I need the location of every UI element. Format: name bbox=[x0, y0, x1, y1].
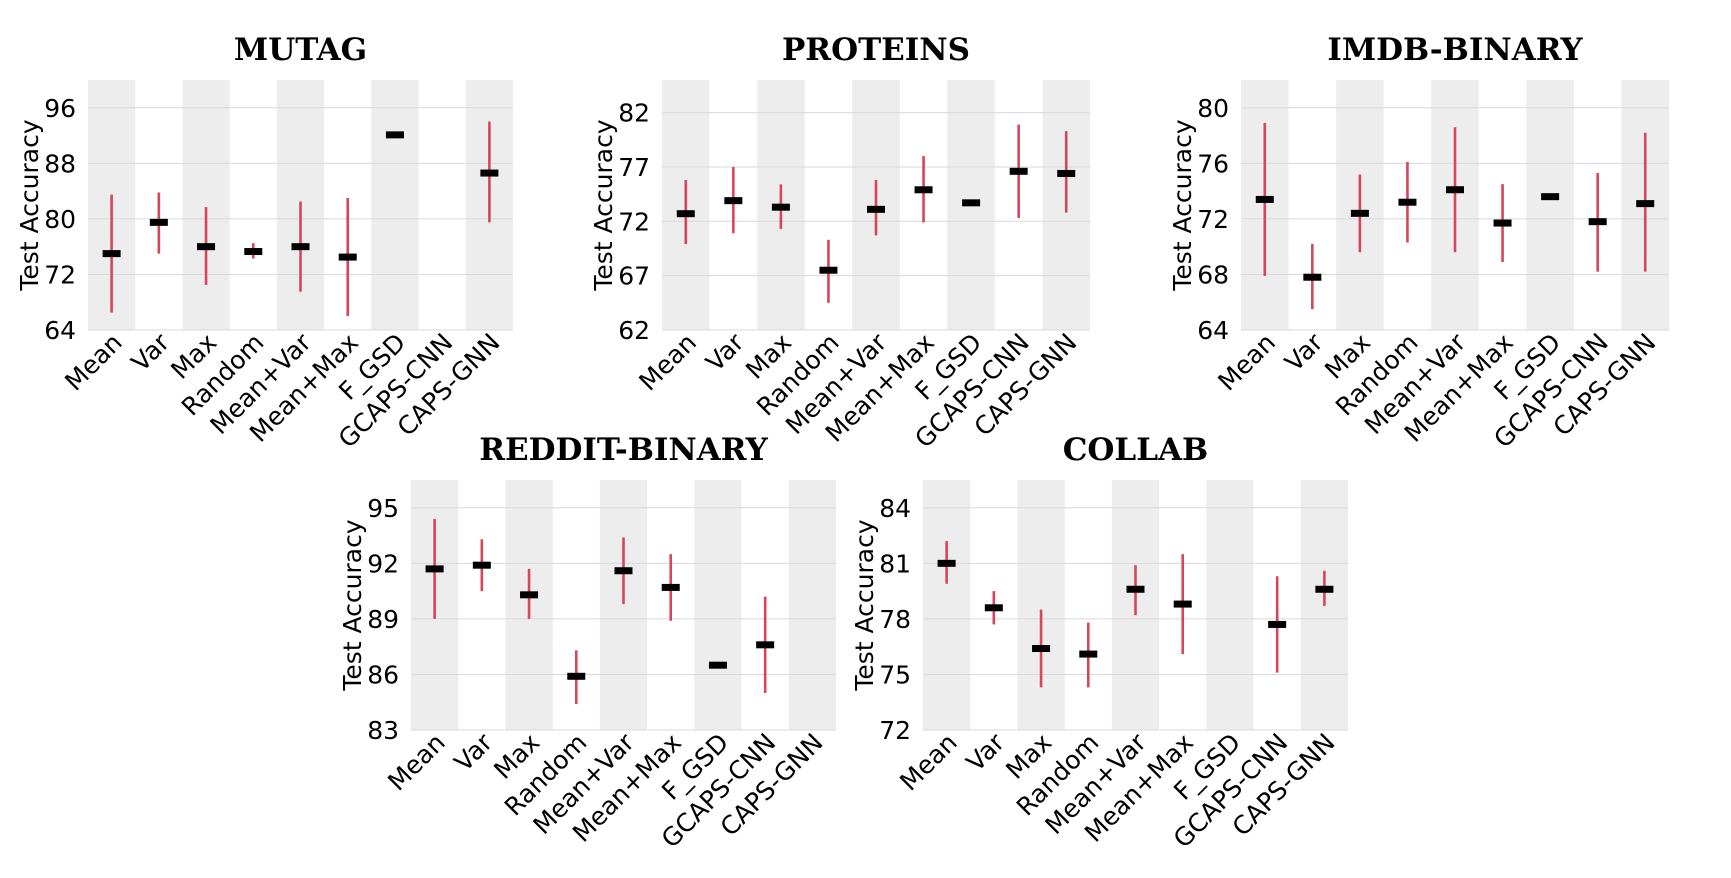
mean-marker-mean-max bbox=[338, 253, 357, 261]
chart-title: PROTEINS bbox=[782, 32, 970, 68]
chart-title: REDDIT-BINARY bbox=[479, 432, 768, 468]
y-tick-label: 64 bbox=[1197, 316, 1229, 345]
x-tick-label: Var bbox=[1279, 327, 1329, 377]
y-tick-label: 92 bbox=[367, 549, 399, 578]
chart-title: MUTAG bbox=[234, 32, 367, 68]
mean-marker-mean bbox=[102, 250, 121, 258]
y-tick-label: 72 bbox=[1197, 205, 1229, 234]
band bbox=[923, 480, 971, 730]
y-tick-label: 95 bbox=[367, 494, 399, 523]
mean-marker-mean-max bbox=[1493, 219, 1512, 227]
mean-marker-var bbox=[1303, 273, 1322, 281]
x-tick-label: Var bbox=[961, 727, 1011, 777]
mean-marker-mean bbox=[937, 559, 956, 567]
mean-marker-max bbox=[1032, 645, 1051, 653]
y-axis-label: Test Accuracy bbox=[338, 519, 367, 692]
mean-marker-random bbox=[1398, 198, 1417, 206]
mean-marker-var bbox=[984, 604, 1003, 612]
mean-marker-gcaps-cnn bbox=[1268, 620, 1287, 628]
mean-marker-mean-var bbox=[1446, 186, 1464, 194]
y-tick-label: 78 bbox=[879, 605, 911, 634]
mean-marker-mean-max bbox=[661, 583, 680, 591]
mean-marker-var bbox=[724, 197, 743, 205]
mean-marker-random bbox=[1079, 650, 1098, 658]
y-tick-label: 80 bbox=[44, 205, 76, 234]
mean-marker-f-gsd bbox=[1541, 193, 1560, 201]
y-axis-label: Test Accuracy bbox=[1168, 119, 1197, 292]
x-tick-label: Var bbox=[126, 327, 176, 377]
mean-marker-max bbox=[520, 591, 539, 599]
y-axis-label: Test Accuracy bbox=[15, 119, 44, 292]
band bbox=[371, 80, 419, 330]
mean-marker-caps-gnn bbox=[1057, 169, 1076, 177]
y-tick-label: 62 bbox=[618, 316, 650, 345]
mean-marker-max bbox=[1350, 209, 1369, 217]
y-tick-label: 89 bbox=[367, 605, 399, 634]
band bbox=[1526, 80, 1574, 330]
y-tick-label: 81 bbox=[879, 549, 911, 578]
mean-marker-caps-gnn bbox=[1315, 585, 1334, 593]
y-tick-label: 76 bbox=[1197, 149, 1229, 178]
y-tick-label: 67 bbox=[618, 262, 650, 291]
y-tick-label: 80 bbox=[1197, 94, 1229, 123]
y-tick-label: 72 bbox=[879, 716, 911, 745]
y-tick-label: 96 bbox=[44, 94, 76, 123]
y-axis-label: Test Accuracy bbox=[850, 519, 879, 692]
mean-marker-random bbox=[244, 248, 263, 256]
mean-marker-mean bbox=[676, 210, 695, 218]
mean-marker-gcaps-cnn bbox=[756, 641, 775, 649]
mean-marker-mean bbox=[425, 565, 444, 573]
band bbox=[599, 480, 648, 730]
mean-marker-mean-max bbox=[914, 186, 933, 194]
mean-marker-caps-gnn bbox=[1636, 200, 1655, 208]
y-tick-label: 88 bbox=[44, 149, 76, 178]
band bbox=[1206, 480, 1254, 730]
x-tick-label: Var bbox=[700, 327, 750, 377]
mean-marker-f-gsd bbox=[708, 661, 727, 669]
y-tick-label: 86 bbox=[367, 660, 399, 689]
mean-marker-f-gsd bbox=[385, 131, 404, 139]
mean-marker-var bbox=[472, 561, 491, 569]
mean-marker-random bbox=[567, 672, 586, 680]
mean-marker-caps-gnn bbox=[480, 169, 499, 177]
x-tick-label: Var bbox=[449, 727, 499, 777]
chart-title: IMDB-BINARY bbox=[1327, 32, 1583, 68]
y-tick-label: 83 bbox=[367, 716, 399, 745]
band bbox=[694, 480, 742, 730]
y-axis-label: Test Accuracy bbox=[589, 119, 618, 292]
mean-marker-mean-var bbox=[1126, 585, 1145, 593]
chart-title: COLLAB bbox=[1063, 432, 1209, 468]
mean-marker-max bbox=[771, 203, 790, 211]
band bbox=[1017, 480, 1065, 730]
y-tick-label: 84 bbox=[879, 494, 911, 523]
band bbox=[788, 480, 836, 730]
mean-marker-mean bbox=[1255, 195, 1274, 203]
y-tick-label: 72 bbox=[44, 260, 76, 289]
mean-marker-gcaps-cnn bbox=[1009, 167, 1028, 175]
y-tick-label: 82 bbox=[618, 99, 650, 128]
mean-marker-mean-var bbox=[614, 567, 633, 575]
y-tick-label: 64 bbox=[44, 316, 76, 345]
y-tick-label: 77 bbox=[618, 153, 650, 182]
mean-marker-mean-max bbox=[1173, 600, 1192, 608]
mean-marker-max bbox=[197, 243, 216, 251]
mean-marker-random bbox=[819, 266, 838, 274]
mean-marker-mean-var bbox=[867, 205, 885, 213]
mean-marker-mean-var bbox=[291, 243, 310, 251]
y-tick-label: 68 bbox=[1197, 260, 1229, 289]
y-tick-label: 72 bbox=[618, 207, 650, 236]
mean-marker-var bbox=[149, 218, 168, 226]
band bbox=[182, 80, 230, 330]
mean-marker-f-gsd bbox=[962, 199, 981, 207]
y-tick-label: 75 bbox=[879, 660, 911, 689]
mean-marker-gcaps-cnn bbox=[1588, 218, 1607, 226]
